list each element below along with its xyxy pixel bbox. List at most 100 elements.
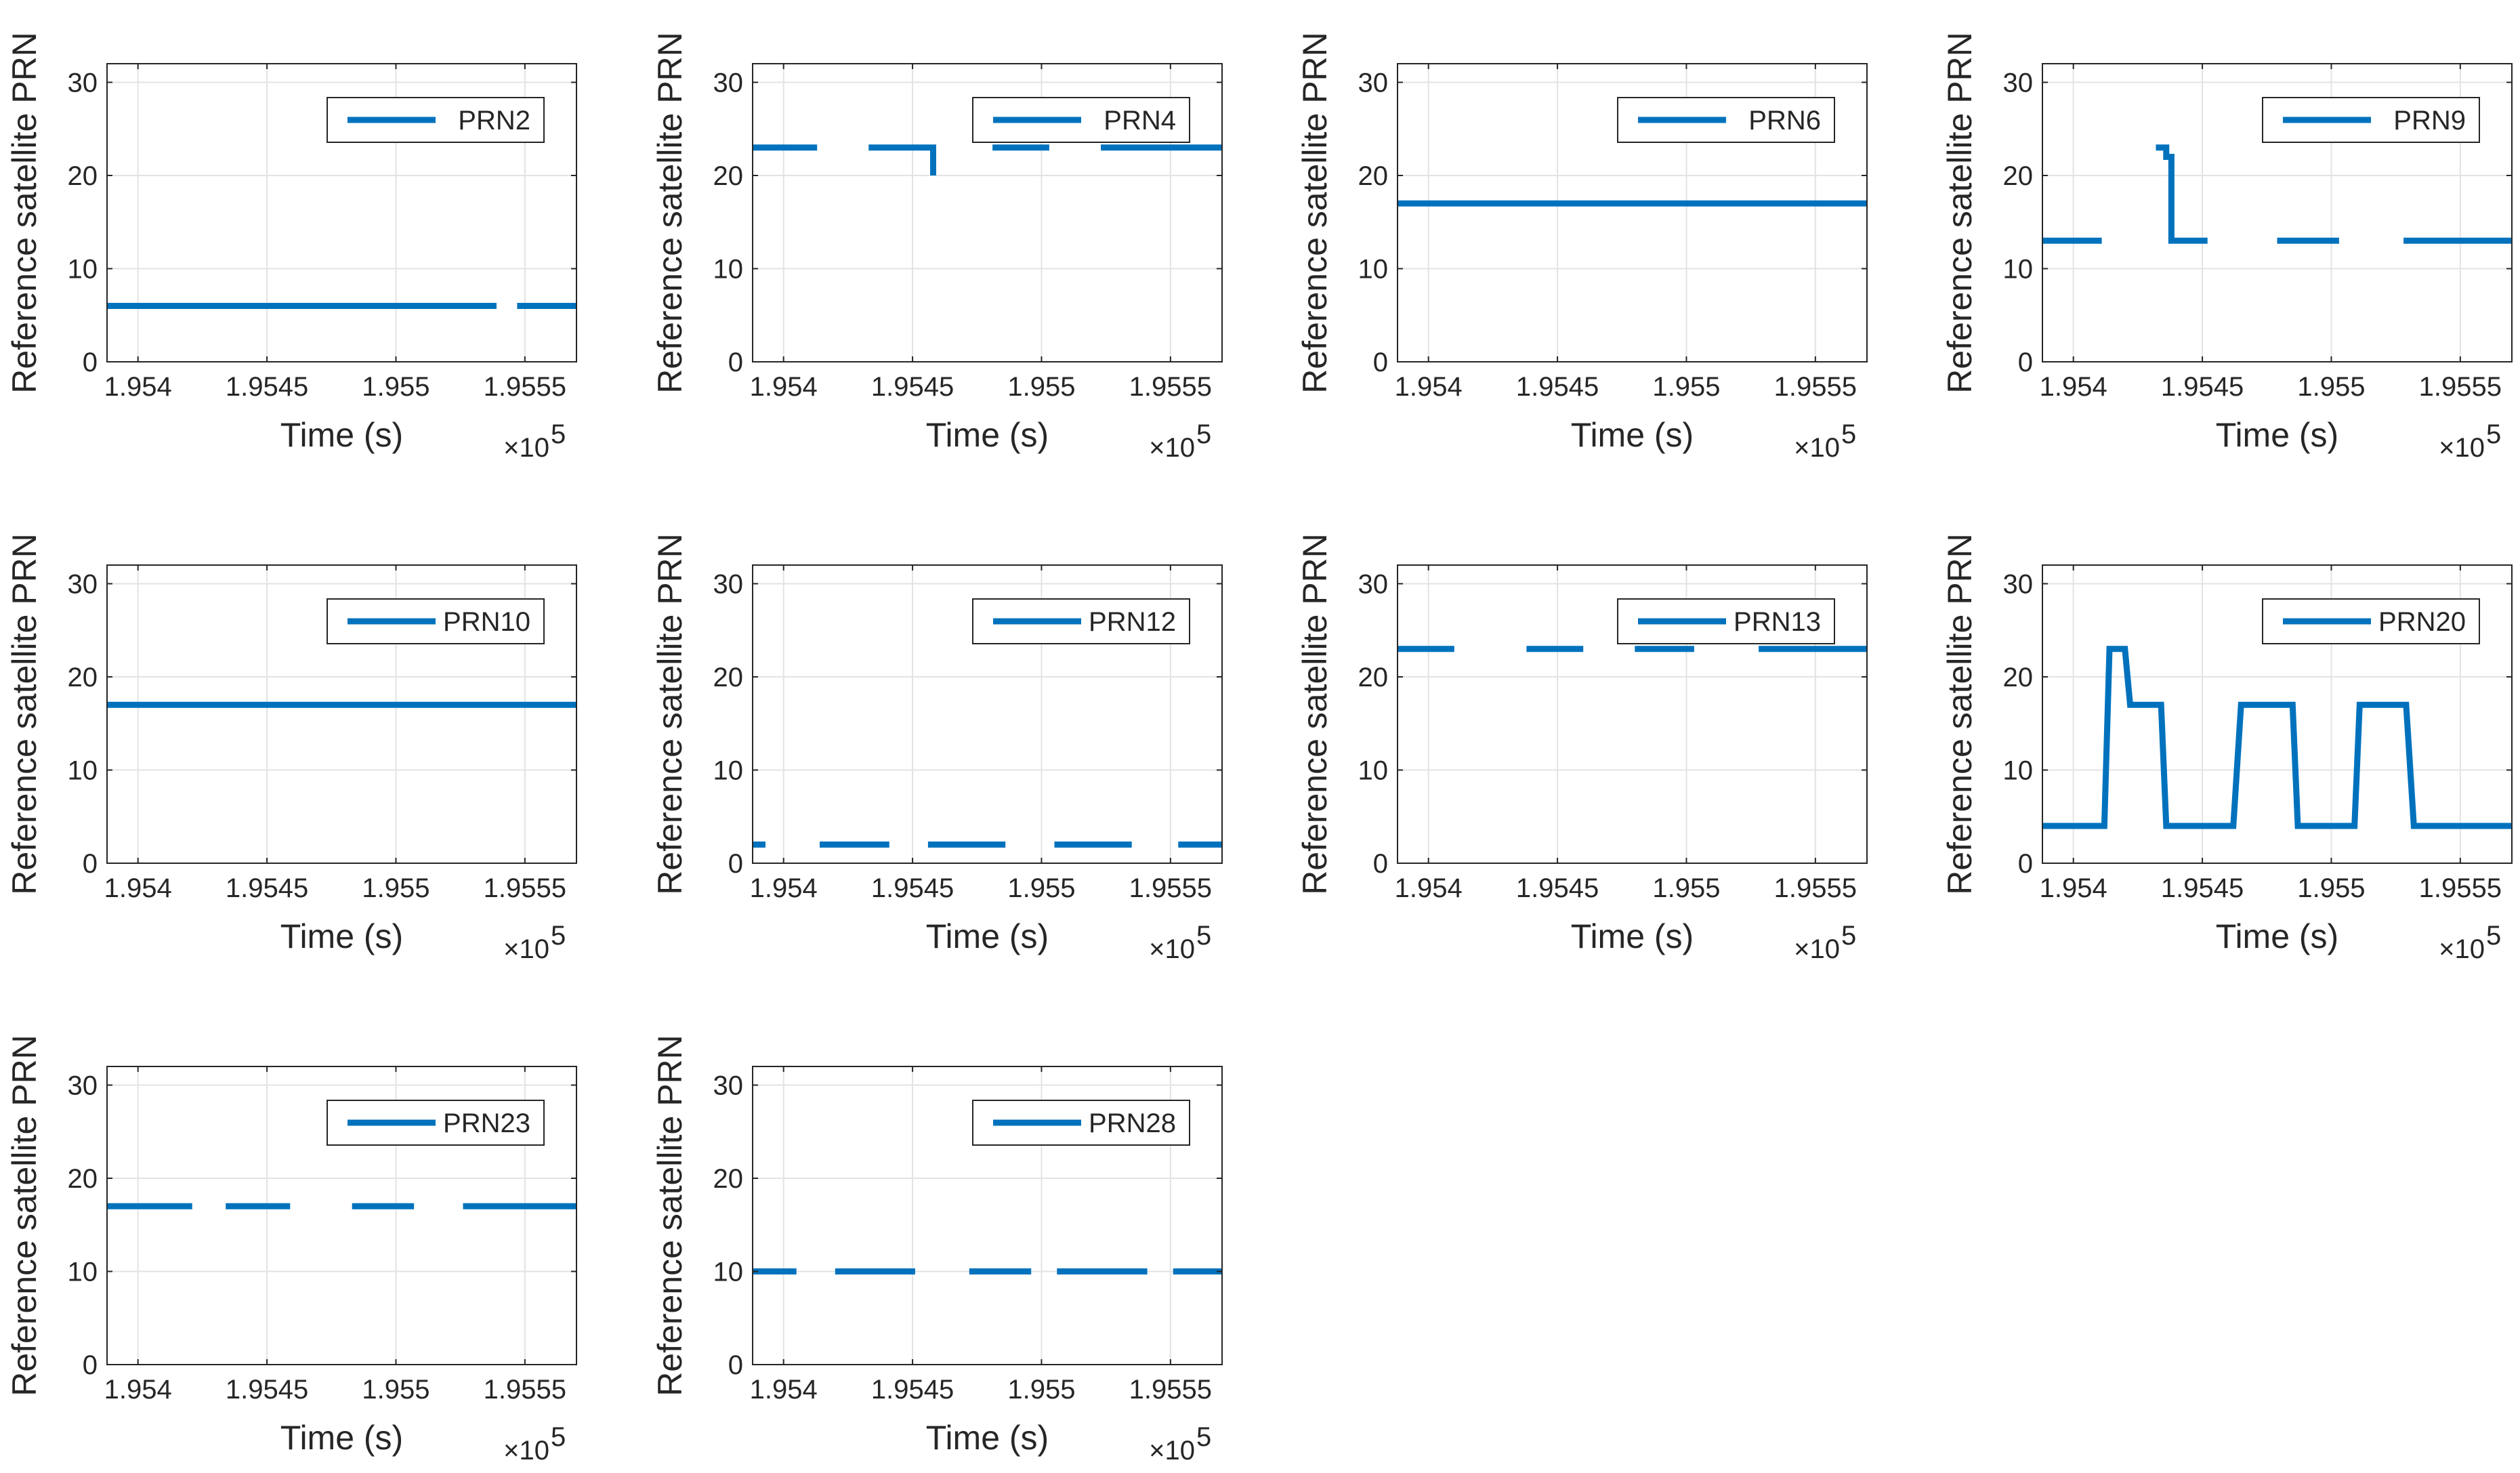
- chart-6-xtick-label-1: 1.954: [750, 873, 818, 903]
- chart-2-xlabel: Time (s): [926, 416, 1049, 454]
- chart-5-xtick-label-1: 1.954: [104, 873, 172, 903]
- chart-2-legend-label: PRN4: [1104, 106, 1176, 136]
- chart-10-xtick-label-4: 1.9555: [1129, 1375, 1212, 1405]
- chart-5-ylabel: Reference satellite PRN: [5, 533, 43, 895]
- chart-3-ytick-label-2: 10: [1358, 255, 1389, 285]
- chart-1-legend: PRN2: [327, 97, 545, 143]
- chart-4: 1.954 1.9545 1.955 1.9555 0 10 20 30 Time (s) Ref…: [1941, 32, 2513, 463]
- chart-7-x-multiplier-exponent: 5: [1841, 921, 1856, 951]
- chart-3-legend-label: PRN6: [1748, 106, 1821, 136]
- chart-5-ytick-label-3: 20: [68, 663, 98, 692]
- chart-8-legend-label: PRN20: [2378, 607, 2466, 637]
- chart-8-xtick-label-1: 1.954: [2040, 873, 2107, 903]
- chart-10-xtick-label-3: 1.955: [1007, 1375, 1075, 1405]
- chart-2-x-multiplier: ×10: [1149, 433, 1195, 463]
- chart-2-xtick-label-2: 1.9545: [871, 372, 954, 402]
- chart-10-axes-frame: [752, 1066, 1223, 1365]
- chart-2-ytick-label-2: 10: [713, 255, 744, 285]
- chart-4-xtick-label-4: 1.9555: [2419, 372, 2502, 402]
- chart-1-ytick-label-3: 20: [68, 161, 98, 191]
- chart-9-ylabel: Reference satellite PRN: [5, 1035, 43, 1396]
- chart-7-legend: PRN13: [1617, 598, 1835, 644]
- chart-7-xtick-label-2: 1.9545: [1516, 873, 1599, 903]
- chart-9-xtick-label-4: 1.9555: [484, 1375, 566, 1405]
- chart-2-xtick-label-3: 1.955: [1007, 372, 1075, 402]
- chart-7-legend-label: PRN13: [1734, 607, 1821, 637]
- chart-2-ytick-label-3: 20: [713, 161, 744, 191]
- chart-7-x-multiplier: ×10: [1794, 934, 1840, 964]
- chart-2-xtick-label-1: 1.954: [750, 372, 818, 402]
- chart-1-xtick-label-4: 1.9555: [484, 372, 566, 402]
- chart-8-ytick-label-3: 20: [2003, 663, 2034, 692]
- chart-4-legend-label: PRN9: [2393, 106, 2466, 136]
- chart-3-xtick-label-1: 1.954: [1395, 372, 1463, 402]
- chart-8-ytick-label-4: 30: [2003, 570, 2034, 600]
- chart-3-x-multiplier: ×10: [1794, 433, 1840, 463]
- chart-6-ytick-label-1: 0: [728, 849, 743, 879]
- chart-7-ytick-label-3: 20: [1358, 663, 1389, 692]
- chart-2-prn4-segment-2: [868, 144, 936, 175]
- chart-2-ylabel: Reference satellite PRN: [651, 32, 689, 394]
- chart-6-axes-frame: [752, 564, 1223, 864]
- chart-3-xtick-label-3: 1.955: [1652, 372, 1720, 402]
- chart-1-x-multiplier: ×10: [503, 433, 549, 463]
- chart-4-ytick-label-1: 0: [2018, 348, 2033, 377]
- chart-2-axes-frame: [752, 63, 1223, 362]
- chart-9-xlabel: Time (s): [280, 1419, 403, 1457]
- chart-6-xtick-label-4: 1.9555: [1129, 873, 1212, 903]
- chart-9: 1.954 1.9545 1.955 1.9555 0 10 20 30 Time (s) Ref…: [5, 1035, 577, 1466]
- chart-1-legend-label: PRN2: [458, 106, 530, 136]
- chart-9-legend-label: PRN23: [443, 1108, 530, 1138]
- chart-4-ylabel: Reference satellite PRN: [1941, 32, 1979, 394]
- chart-5-xtick-label-4: 1.9555: [484, 873, 566, 903]
- chart-7-xtick-label-4: 1.9555: [1774, 873, 1857, 903]
- chart-1-x-multiplier-exponent: 5: [551, 419, 566, 449]
- chart-9-x-multiplier: ×10: [503, 1436, 549, 1466]
- chart-4-axes-frame: [2042, 63, 2513, 362]
- chart-1-axes-frame: [106, 63, 577, 362]
- chart-8-x-multiplier: ×10: [2439, 934, 2485, 964]
- chart-4-legend: PRN9: [2262, 97, 2480, 143]
- chart-6-ytick-label-2: 10: [713, 756, 744, 786]
- chart-5-xtick-label-3: 1.955: [362, 873, 429, 903]
- chart-4-ytick-label-4: 30: [2003, 68, 2034, 98]
- chart-1-ytick-label-1: 0: [83, 348, 98, 377]
- chart-5-x-multiplier-exponent: 5: [551, 921, 566, 951]
- chart-7-ylabel: Reference satellite PRN: [1296, 533, 1334, 895]
- chart-5-xlabel: Time (s): [280, 917, 403, 955]
- chart-3-ytick-label-3: 20: [1358, 161, 1389, 191]
- chart-3-ytick-label-4: 30: [1358, 68, 1389, 98]
- chart-9-ytick-label-1: 0: [83, 1350, 98, 1380]
- chart-5-ytick-label-1: 0: [83, 849, 98, 879]
- chart-8-ytick-label-1: 0: [2018, 849, 2033, 879]
- chart-8-ylabel: Reference satellite PRN: [1941, 533, 1979, 895]
- chart-1-xtick-label-1: 1.954: [104, 372, 172, 402]
- chart-8: 1.954 1.9545 1.955 1.9555 0 10 20 30 Time (s) Ref…: [1941, 533, 2513, 964]
- chart-6-x-multiplier: ×10: [1149, 934, 1195, 964]
- chart-6-ytick-label-4: 30: [713, 570, 744, 600]
- chart-9-xtick-label-2: 1.9545: [226, 1375, 308, 1405]
- chart-9-xtick-label-3: 1.955: [362, 1375, 429, 1405]
- chart-3-axes-frame: [1397, 63, 1868, 362]
- chart-6-xtick-label-2: 1.9545: [871, 873, 954, 903]
- chart-7-ytick-label-4: 30: [1358, 570, 1389, 600]
- chart-1-xtick-label-3: 1.955: [362, 372, 429, 402]
- chart-9-axes-frame: [106, 1066, 577, 1365]
- chart-4-prn9-segment-2: [2156, 144, 2208, 244]
- chart-1-ylabel: Reference satellite PRN: [5, 32, 43, 394]
- chart-2-xtick-label-4: 1.9555: [1129, 372, 1212, 402]
- chart-3-xtick-label-4: 1.9555: [1774, 372, 1857, 402]
- chart-4-ytick-label-3: 20: [2003, 161, 2034, 191]
- chart-10-ytick-label-4: 30: [713, 1071, 744, 1101]
- chart-3-ylabel: Reference satellite PRN: [1296, 32, 1334, 394]
- chart-10-xtick-label-1: 1.954: [750, 1375, 818, 1405]
- chart-7-xtick-label-3: 1.955: [1652, 873, 1720, 903]
- chart-5-ytick-label-2: 10: [68, 756, 98, 786]
- chart-3-x-multiplier-exponent: 5: [1841, 419, 1856, 449]
- chart-10-x-multiplier: ×10: [1149, 1436, 1195, 1466]
- chart-6-ytick-label-3: 20: [713, 663, 744, 692]
- chart-6-legend-label: PRN12: [1089, 607, 1176, 637]
- chart-6-legend: PRN12: [972, 598, 1190, 644]
- chart-9-ytick-label-4: 30: [68, 1071, 98, 1101]
- chart-5-legend: PRN10: [327, 598, 545, 644]
